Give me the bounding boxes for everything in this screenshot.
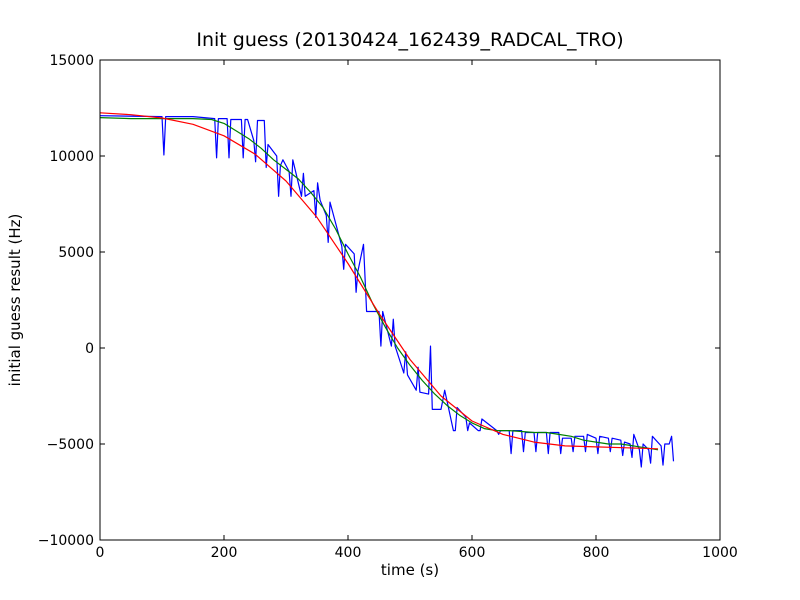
y-axis-ticks: −10000 −5000 0 5000 10000 15000 [38,53,720,549]
chart-title: Init guess (20130424_162439_RADCAL_TRO) [196,29,624,51]
y-tick-label: 10000 [49,149,94,165]
y-tick-label: 5000 [58,245,94,261]
y-tick-label: −5000 [47,437,94,453]
x-tick-label: 0 [96,545,105,561]
x-tick-label: 600 [459,545,486,561]
series-line-3 [99,112,659,450]
x-tick-label: 1000 [702,545,738,561]
series-line-2 [99,117,659,451]
x-tick-label: 400 [335,545,362,561]
y-axis-label: initial guess result (Hz) [6,213,24,387]
x-axis-label: time (s) [380,561,440,579]
y-tick-label: 15000 [49,53,94,69]
x-axis-ticks: 0 200 400 600 800 1000 [96,60,738,561]
y-tick-label: 0 [85,341,94,357]
series-layer [99,112,675,468]
x-tick-label: 800 [583,545,610,561]
plot-frame [99,59,721,541]
y-tick-label: −10000 [38,533,94,549]
x-tick-label: 200 [211,545,238,561]
